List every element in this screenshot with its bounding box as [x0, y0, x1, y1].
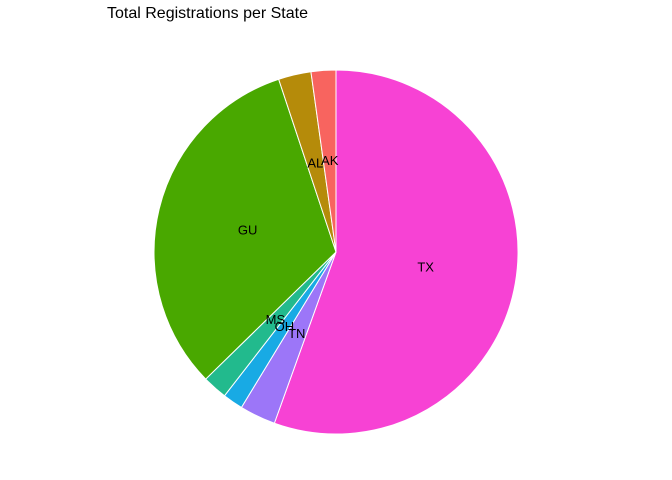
chart-title: Total Registrations per State [107, 5, 308, 22]
slice-label-tx: TX [417, 260, 434, 275]
pie-slice-tx [273, 69, 519, 435]
slice-label-tn: TN [288, 326, 305, 341]
slice-label-oh: OH [275, 319, 295, 334]
slice-label-gu: GU [238, 222, 258, 237]
pie-slice-gu [153, 78, 337, 380]
slice-label-ms: MS [266, 312, 286, 327]
slice-label-al: AL [307, 155, 323, 170]
slice-label-ak: AK [321, 153, 339, 168]
pie-slice-ak [310, 69, 337, 253]
